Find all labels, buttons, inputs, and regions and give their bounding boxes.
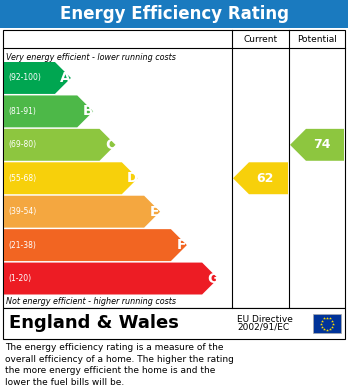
- Text: (39-54): (39-54): [8, 207, 36, 216]
- Text: E: E: [150, 204, 159, 219]
- Polygon shape: [233, 162, 288, 194]
- Text: Potential: Potential: [297, 34, 337, 43]
- Text: 74: 74: [313, 138, 331, 151]
- Polygon shape: [4, 196, 160, 228]
- Text: (55-68): (55-68): [8, 174, 36, 183]
- Text: F: F: [176, 238, 186, 252]
- Text: B: B: [82, 104, 93, 118]
- Polygon shape: [4, 263, 218, 294]
- Text: Very energy efficient - lower running costs: Very energy efficient - lower running co…: [6, 52, 176, 61]
- Text: D: D: [126, 171, 138, 185]
- Bar: [3, 308, 345, 339]
- Polygon shape: [4, 229, 187, 261]
- Text: Energy Efficiency Rating: Energy Efficiency Rating: [60, 5, 288, 23]
- Text: (69-80): (69-80): [8, 140, 36, 149]
- Text: The energy efficiency rating is a measure of the
overall efficiency of a home. T: The energy efficiency rating is a measur…: [5, 343, 234, 387]
- Polygon shape: [4, 162, 138, 194]
- Bar: [3, 30, 345, 308]
- Text: (81-91): (81-91): [8, 107, 36, 116]
- Text: C: C: [105, 138, 115, 152]
- Polygon shape: [4, 62, 71, 94]
- Text: A: A: [60, 71, 71, 85]
- Text: (92-100): (92-100): [8, 74, 41, 83]
- Bar: [0, 0, 348, 28]
- Text: 62: 62: [256, 172, 274, 185]
- Polygon shape: [4, 129, 116, 161]
- Text: (21-38): (21-38): [8, 240, 36, 249]
- Text: England & Wales: England & Wales: [9, 314, 179, 332]
- Text: Not energy efficient - higher running costs: Not energy efficient - higher running co…: [6, 296, 176, 305]
- Text: EU Directive: EU Directive: [237, 315, 293, 324]
- Text: Current: Current: [244, 34, 278, 43]
- Text: 2002/91/EC: 2002/91/EC: [237, 323, 289, 332]
- Polygon shape: [290, 129, 344, 161]
- Text: (1-20): (1-20): [8, 274, 31, 283]
- Text: G: G: [207, 271, 218, 285]
- Bar: [313, 314, 341, 333]
- Polygon shape: [4, 95, 93, 127]
